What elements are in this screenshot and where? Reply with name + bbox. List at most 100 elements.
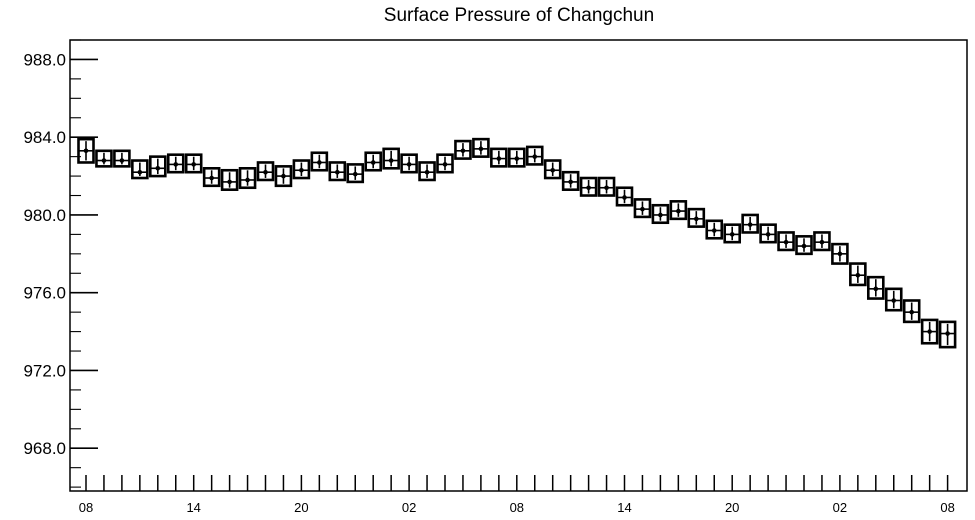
- pressure-box: [651, 203, 670, 225]
- box-rect: [364, 151, 383, 172]
- box-rect: [346, 163, 365, 184]
- pressure-box: [723, 223, 742, 244]
- box-median-dot: [676, 208, 681, 214]
- box-median-dot: [263, 169, 268, 175]
- box-rect: [400, 153, 418, 174]
- pressure-box: [220, 168, 239, 191]
- box-median-dot: [119, 158, 125, 163]
- box-median-dot: [819, 239, 825, 245]
- pressure-box: [633, 198, 652, 219]
- box-median-dot: [281, 173, 286, 179]
- pressure-box: [579, 176, 598, 197]
- box-median-dot: [496, 156, 502, 161]
- x-tick-label: 08: [79, 500, 93, 515]
- pressure-box: [813, 231, 831, 252]
- plot-frame: [69, 39, 968, 492]
- pressure-box: [454, 139, 472, 160]
- pressure-box: [202, 167, 221, 188]
- box-rect: [436, 153, 454, 174]
- x-axis: 08 14 20 02 08 14 20 02 08: [79, 475, 955, 515]
- pressure-box: [77, 137, 95, 164]
- box-median-dot: [873, 286, 879, 292]
- box-median-dot: [532, 154, 538, 159]
- box-rect: [902, 299, 921, 324]
- box-median-dot: [909, 309, 914, 315]
- pressure-box: [472, 137, 490, 158]
- pressure-box: [256, 161, 275, 182]
- pressure-box: [382, 147, 400, 170]
- box-median-dot: [927, 329, 932, 334]
- y-tick-label: 980.0: [23, 206, 66, 225]
- y-tick-label: 968.0: [23, 439, 66, 458]
- pressure-box: [920, 318, 939, 345]
- box-rect: [507, 147, 526, 168]
- box-rect: [310, 151, 329, 172]
- pressure-box: [561, 170, 580, 191]
- y-tick-label: 972.0: [23, 361, 66, 380]
- box-median-dot: [424, 169, 430, 175]
- x-tick-label: 02: [833, 500, 847, 515]
- pressure-box: [490, 147, 508, 168]
- box-median-dot: [227, 179, 232, 185]
- box-rect: [884, 287, 903, 312]
- box-rect: [669, 200, 688, 221]
- box-rect: [202, 167, 221, 188]
- box-rect: [633, 198, 652, 219]
- box-median-dot: [729, 232, 735, 237]
- box-rect: [382, 147, 400, 170]
- pressure-box: [597, 176, 616, 197]
- x-tick-label: 20: [294, 500, 308, 515]
- box-rect: [723, 223, 742, 244]
- box-median-dot: [586, 185, 591, 191]
- pressure-box: [543, 159, 562, 180]
- box-rect: [741, 213, 759, 234]
- box-rect: [95, 149, 113, 168]
- box-median-dot: [640, 206, 645, 212]
- pressure-box: [615, 186, 634, 207]
- pressure-box: [669, 200, 688, 221]
- pressure-box: [113, 149, 131, 168]
- box-rect: [615, 186, 634, 207]
- box-rect: [866, 275, 885, 300]
- box-rect: [777, 231, 795, 252]
- x-tick-label: 20: [725, 500, 739, 515]
- box-median-dot: [352, 171, 358, 177]
- box-rect: [651, 203, 670, 225]
- box-median-dot: [945, 331, 950, 336]
- pressure-box: [149, 155, 167, 178]
- box-rect: [849, 262, 867, 287]
- pressure-box: [310, 151, 329, 172]
- y-tick-label: 976.0: [23, 284, 66, 303]
- box-median-dot: [837, 251, 843, 257]
- pressure-box: [436, 153, 454, 174]
- box-rect: [525, 145, 544, 166]
- pressure-box: [705, 219, 724, 240]
- box-median-dot: [783, 239, 789, 245]
- x-tick-label: 02: [402, 500, 416, 515]
- x-tick-label: 14: [186, 500, 200, 515]
- box-median-dot: [191, 162, 196, 167]
- box-median-dot: [245, 177, 250, 183]
- pressure-box: [938, 320, 957, 349]
- box-median-dot: [442, 162, 448, 167]
- box-median-dot: [765, 232, 771, 237]
- box-median-dot: [694, 216, 699, 222]
- pressure-box: [759, 223, 777, 244]
- box-rect: [938, 320, 957, 349]
- box-median-dot: [101, 158, 107, 163]
- box-rect: [149, 155, 167, 178]
- pressure-box: [849, 262, 867, 287]
- box-median-dot: [891, 298, 897, 303]
- y-axis: 988.0 984.0 980.0 976.0 972.0 968.0: [23, 39, 98, 488]
- box-median-dot: [855, 272, 861, 278]
- box-rect: [256, 161, 275, 182]
- box-rect: [759, 223, 777, 244]
- box-median-dot: [478, 146, 484, 152]
- box-rect: [220, 168, 239, 191]
- pressure-box: [400, 153, 418, 174]
- box-rect: [166, 153, 185, 174]
- box-median-dot: [604, 185, 609, 191]
- pressure-box: [525, 145, 544, 166]
- box-median-dot: [83, 148, 89, 154]
